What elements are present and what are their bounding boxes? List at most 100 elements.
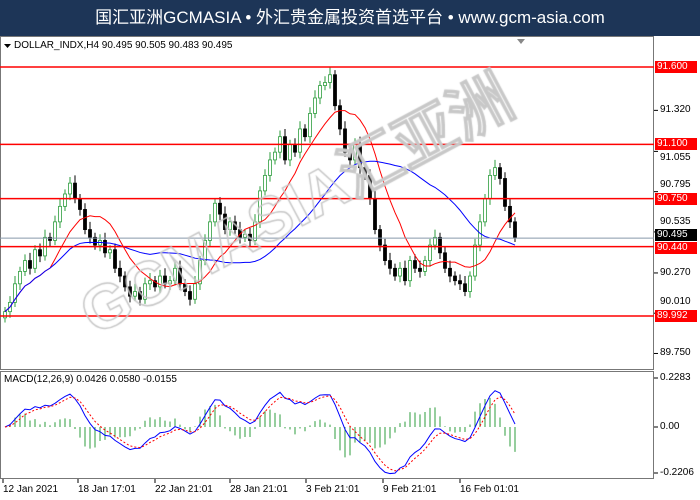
macd-y-tick-label: 0.00 [660, 421, 680, 432]
collapse-triangle-icon [4, 44, 11, 48]
candle-body [463, 283, 467, 292]
current-price-tag: 90.495 [655, 229, 697, 242]
candle-body [243, 233, 247, 238]
candle-body [68, 182, 72, 195]
macd-line [4, 390, 516, 475]
candle-body [368, 174, 372, 200]
macd-title: MACD(12,26,9) 0.0426 0.0580 -0.0155 [4, 374, 177, 385]
candle-body [28, 260, 32, 269]
candle-body [468, 275, 472, 292]
candle-body [413, 260, 417, 269]
y-tick-label: 89.750 [660, 347, 691, 359]
candle-body [183, 283, 187, 292]
x-tick-label: 18 Jan 17:01 [78, 484, 136, 495]
x-tick-label: 16 Feb 01:01 [460, 484, 519, 495]
chart-title: DOLLAR_INDX,H4 90.495 90.505 90.483 90.4… [14, 40, 233, 51]
candle-body [193, 283, 197, 300]
candle-body [398, 267, 402, 277]
candle-body [438, 236, 442, 254]
candle-body [408, 260, 412, 282]
candle-body [473, 244, 477, 277]
candle-body [108, 249, 112, 254]
level-price-tag: 91.600 [655, 61, 697, 73]
candle-body [293, 144, 297, 153]
y-tick-label: 91.055 [660, 152, 691, 164]
candle-body [128, 286, 132, 297]
level-price-tag: 90.440 [655, 242, 697, 255]
candle-body [148, 280, 152, 285]
candle-body [168, 280, 172, 285]
signal-line [4, 395, 516, 472]
candle-body [328, 74, 332, 83]
moving-average-line [4, 160, 516, 313]
y-tick-label: 90.535 [660, 215, 691, 227]
candle-body [493, 167, 497, 176]
candle-body [233, 221, 237, 230]
macd-y-tick-label: -0.2206 [660, 467, 694, 478]
candle-body [218, 202, 222, 215]
y-tick-label: 90.270 [660, 266, 691, 278]
candle-body [373, 198, 377, 230]
candle-body [298, 128, 302, 153]
candle-body [348, 151, 352, 161]
candle-body [78, 198, 82, 210]
candle-body [268, 159, 272, 176]
x-tick-label: 28 Jan 21:01 [230, 484, 288, 495]
candle-body [123, 275, 127, 288]
candle-body [133, 291, 137, 297]
candle-body [418, 267, 422, 272]
level-price-tag: 89.992 [655, 310, 697, 322]
level-price-tag: 91.100 [655, 138, 697, 151]
candle-body [173, 267, 177, 282]
candle-body [338, 105, 342, 130]
x-tick-label: 3 Feb 21:01 [306, 484, 360, 495]
candle-body [333, 74, 337, 107]
header-title: 国汇亚洲GCMASIA • 外汇贵金属投资首选平台 • www.gcm-asia… [95, 8, 605, 27]
candle-body [263, 174, 267, 192]
candle-body [143, 283, 147, 300]
candle-body [258, 190, 262, 223]
y-tick-label: 91.320 [660, 104, 691, 116]
candle-body [83, 209, 87, 230]
candle-body [288, 144, 292, 161]
candle-body [23, 260, 27, 272]
candle-body [178, 267, 182, 285]
candle-body [58, 205, 62, 223]
candle-body [163, 275, 167, 285]
level-price-tag: 90.750 [655, 192, 697, 205]
main-pane-frame [0, 36, 654, 370]
candle-body [213, 202, 217, 223]
candle-body [273, 151, 277, 161]
candle-body [303, 128, 307, 138]
candle-body [443, 252, 447, 269]
candle-body [393, 267, 397, 277]
candle-body [323, 82, 327, 86]
macd-pane-frame [0, 371, 654, 479]
candle-body [228, 221, 232, 230]
price-chart[interactable] [0, 36, 700, 500]
header-banner: 国汇亚洲GCMASIA • 外汇贵金属投资首选平台 • www.gcm-asia… [0, 0, 700, 36]
candle-body [188, 291, 192, 300]
candle-body [498, 167, 502, 179]
candle-body [313, 97, 317, 114]
candle-body [388, 260, 392, 269]
macd-y-tick-label: 0.2283 [660, 372, 691, 383]
candle-body [378, 229, 382, 246]
y-tick-label: 90.795 [660, 178, 691, 190]
candle-body [73, 182, 77, 200]
candle-body [513, 221, 517, 238]
candle-body [223, 213, 227, 230]
candle-body [203, 240, 207, 261]
candle-body [403, 267, 407, 282]
candle-body [88, 229, 92, 238]
candle-body [458, 280, 462, 285]
candle-body [383, 244, 387, 261]
candle-body [283, 136, 287, 161]
candle-body [18, 271, 22, 285]
x-tick-label: 12 Jan 2021 [3, 484, 59, 495]
candle-body [488, 174, 492, 200]
candle-body [353, 144, 357, 161]
candle-body [343, 128, 347, 153]
candle-body [483, 198, 487, 223]
candle-body [63, 193, 67, 207]
